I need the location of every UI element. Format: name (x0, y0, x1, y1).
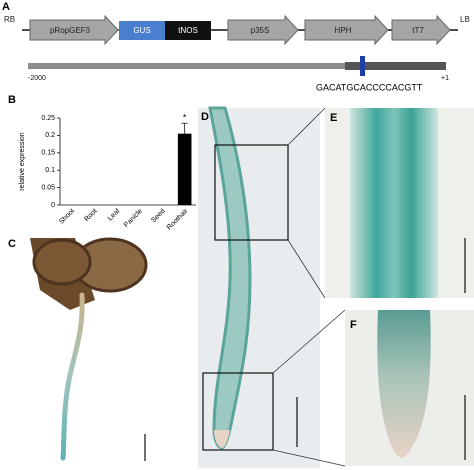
zoom-box (202, 372, 274, 451)
x-tick-label: Panicle (123, 208, 144, 229)
element-arrow (227, 14, 299, 46)
element-box (165, 21, 211, 40)
border-label: LB (460, 15, 470, 24)
x-tick-label: Leaf (107, 208, 122, 223)
y-tick-label: 0.2 (45, 132, 55, 139)
panel-label: A (2, 1, 10, 13)
element-label: tNOS (178, 26, 198, 35)
panel-label: B (8, 94, 16, 106)
promoter-end: +1 (441, 75, 449, 82)
x-tick-label: Roothair (166, 207, 190, 231)
zoom-line (272, 449, 346, 467)
motif-sequence: GACATGCACCCCACGTT (316, 82, 423, 92)
panel-label: D (201, 111, 209, 123)
zoom-line (287, 107, 326, 146)
y-tick-label: 0.25 (41, 115, 55, 122)
panel-label: F (350, 319, 357, 331)
promoter-start: -2000 (28, 75, 46, 82)
element-box (119, 21, 165, 40)
photo-seedling (30, 237, 148, 461)
zoom-line (272, 309, 346, 374)
root (60, 292, 85, 461)
element-label: tT7 (412, 26, 424, 35)
bar-chart: relative expression 0 0.05 0.1 0.15 0.2 0.25 Sh… (19, 113, 196, 231)
element-label: pRopGEF3 (50, 26, 91, 35)
root-tip (214, 430, 230, 448)
motif-mark (360, 56, 365, 76)
promoter-region (345, 62, 446, 70)
zoom-line (287, 239, 326, 299)
x-tick-label: Root (83, 208, 98, 223)
error-bar (181, 122, 188, 134)
x-tick-label: Seed (150, 208, 167, 225)
border-label: RB (4, 15, 15, 24)
panel-label: C (8, 238, 16, 250)
element-arrow (29, 14, 119, 46)
panel-label: E (330, 112, 337, 124)
element-label: HPH (335, 26, 352, 35)
element-label: GUS (133, 26, 150, 35)
seed (32, 238, 92, 286)
element-arrow (391, 14, 451, 46)
x-tick-label: Shoot (58, 208, 76, 226)
y-tick-label: 0.05 (41, 184, 55, 191)
y-tick-label: 0.1 (45, 167, 55, 174)
zoom-box (214, 144, 289, 241)
root-tip (377, 310, 431, 458)
y-tick-label: 0.15 (41, 150, 55, 157)
annotation: * (183, 113, 187, 123)
y-axis-label: relative expression (19, 132, 26, 190)
root-segment (350, 108, 438, 298)
promoter-bar (28, 63, 446, 69)
element-arrow (304, 14, 389, 46)
bar (177, 133, 192, 205)
element-label: p35S (251, 26, 270, 35)
y-tick-label: 0 (51, 202, 55, 209)
